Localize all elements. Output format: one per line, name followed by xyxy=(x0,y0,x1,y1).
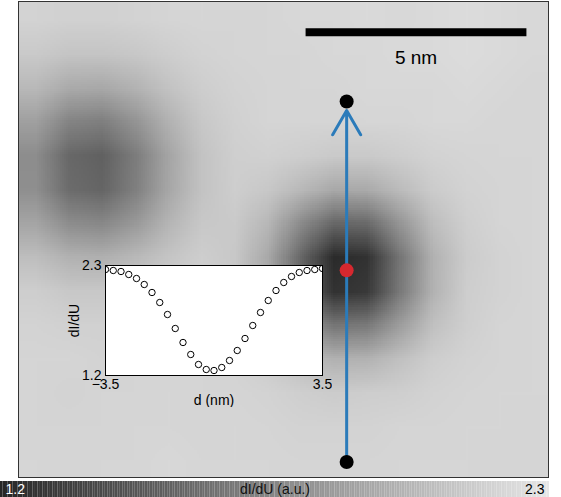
svg-text:3.5: 3.5 xyxy=(313,376,332,392)
svg-text:dI/dU: dI/dU xyxy=(66,304,82,337)
svg-text:1.2: 1.2 xyxy=(6,481,26,497)
svg-text:−3.5: −3.5 xyxy=(92,376,120,392)
svg-text:d (nm): d (nm) xyxy=(194,392,234,408)
svg-text:1.2: 1.2 xyxy=(82,367,102,383)
svg-text:dI/dU (a.u.): dI/dU (a.u.) xyxy=(240,481,310,497)
svg-text:2.3: 2.3 xyxy=(525,481,545,497)
svg-text:2.3: 2.3 xyxy=(82,257,102,273)
svg-text:5 nm: 5 nm xyxy=(395,47,437,68)
